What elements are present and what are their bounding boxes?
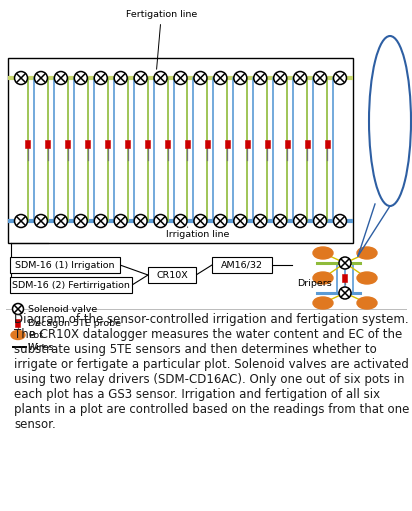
Text: SDM-16 (1) Irrigation: SDM-16 (1) Irrigation bbox=[15, 261, 115, 269]
FancyBboxPatch shape bbox=[342, 274, 347, 282]
Circle shape bbox=[94, 215, 107, 227]
Circle shape bbox=[234, 72, 247, 84]
Circle shape bbox=[114, 72, 127, 84]
Text: Pot: Pot bbox=[28, 331, 43, 339]
Text: AM16/32: AM16/32 bbox=[221, 261, 263, 269]
Text: Dripers: Dripers bbox=[297, 278, 332, 288]
FancyBboxPatch shape bbox=[185, 140, 190, 148]
FancyBboxPatch shape bbox=[148, 267, 196, 283]
Ellipse shape bbox=[357, 272, 377, 284]
Circle shape bbox=[333, 215, 346, 227]
Circle shape bbox=[14, 72, 28, 84]
Circle shape bbox=[314, 215, 327, 227]
Circle shape bbox=[174, 72, 187, 84]
FancyBboxPatch shape bbox=[16, 319, 21, 327]
Circle shape bbox=[333, 72, 346, 84]
Circle shape bbox=[74, 215, 87, 227]
Text: Wires: Wires bbox=[28, 342, 54, 352]
Text: CR10X: CR10X bbox=[156, 270, 188, 280]
Ellipse shape bbox=[357, 297, 377, 309]
FancyBboxPatch shape bbox=[304, 140, 309, 148]
Ellipse shape bbox=[11, 331, 25, 339]
Circle shape bbox=[194, 72, 207, 84]
Ellipse shape bbox=[313, 297, 333, 309]
Text: Decagon 5TE probe: Decagon 5TE probe bbox=[28, 318, 121, 328]
Circle shape bbox=[114, 215, 127, 227]
Circle shape bbox=[54, 215, 68, 227]
Ellipse shape bbox=[313, 272, 333, 284]
FancyBboxPatch shape bbox=[10, 257, 120, 273]
FancyBboxPatch shape bbox=[10, 277, 132, 293]
FancyBboxPatch shape bbox=[285, 140, 290, 148]
Circle shape bbox=[274, 215, 287, 227]
Circle shape bbox=[35, 72, 47, 84]
Text: Solenoid valve: Solenoid valve bbox=[28, 305, 97, 314]
Text: SDM-16 (2) Fertirrigation: SDM-16 (2) Fertirrigation bbox=[12, 281, 130, 290]
Ellipse shape bbox=[313, 247, 333, 259]
FancyBboxPatch shape bbox=[212, 257, 272, 273]
Circle shape bbox=[14, 215, 28, 227]
FancyBboxPatch shape bbox=[205, 140, 210, 148]
Circle shape bbox=[314, 72, 327, 84]
Circle shape bbox=[339, 287, 351, 299]
Circle shape bbox=[154, 215, 167, 227]
Circle shape bbox=[214, 215, 227, 227]
Circle shape bbox=[294, 72, 307, 84]
Circle shape bbox=[12, 304, 23, 314]
Circle shape bbox=[134, 215, 147, 227]
FancyBboxPatch shape bbox=[45, 140, 50, 148]
Circle shape bbox=[234, 215, 247, 227]
Circle shape bbox=[294, 215, 307, 227]
Circle shape bbox=[35, 215, 47, 227]
Circle shape bbox=[254, 72, 267, 84]
Circle shape bbox=[274, 72, 287, 84]
Circle shape bbox=[339, 257, 351, 269]
FancyBboxPatch shape bbox=[245, 140, 250, 148]
Ellipse shape bbox=[357, 247, 377, 259]
FancyBboxPatch shape bbox=[85, 140, 90, 148]
Text: Diagram of the sensor-controlled irrigation and fertigation system. The CR10X da: Diagram of the sensor-controlled irrigat… bbox=[14, 313, 410, 431]
Circle shape bbox=[214, 72, 227, 84]
Text: Fertigation line: Fertigation line bbox=[126, 10, 197, 69]
Circle shape bbox=[54, 72, 68, 84]
FancyBboxPatch shape bbox=[105, 140, 110, 148]
FancyBboxPatch shape bbox=[325, 140, 330, 148]
Circle shape bbox=[154, 72, 167, 84]
FancyBboxPatch shape bbox=[225, 140, 230, 148]
Circle shape bbox=[254, 215, 267, 227]
FancyBboxPatch shape bbox=[66, 140, 70, 148]
Circle shape bbox=[74, 72, 87, 84]
Circle shape bbox=[94, 72, 107, 84]
FancyBboxPatch shape bbox=[8, 58, 353, 243]
Circle shape bbox=[194, 215, 207, 227]
Circle shape bbox=[134, 72, 147, 84]
FancyBboxPatch shape bbox=[125, 140, 130, 148]
Text: Irrigation line: Irrigation line bbox=[166, 227, 229, 239]
FancyBboxPatch shape bbox=[165, 140, 170, 148]
FancyBboxPatch shape bbox=[265, 140, 270, 148]
FancyBboxPatch shape bbox=[145, 140, 150, 148]
Circle shape bbox=[174, 215, 187, 227]
FancyBboxPatch shape bbox=[26, 140, 30, 148]
